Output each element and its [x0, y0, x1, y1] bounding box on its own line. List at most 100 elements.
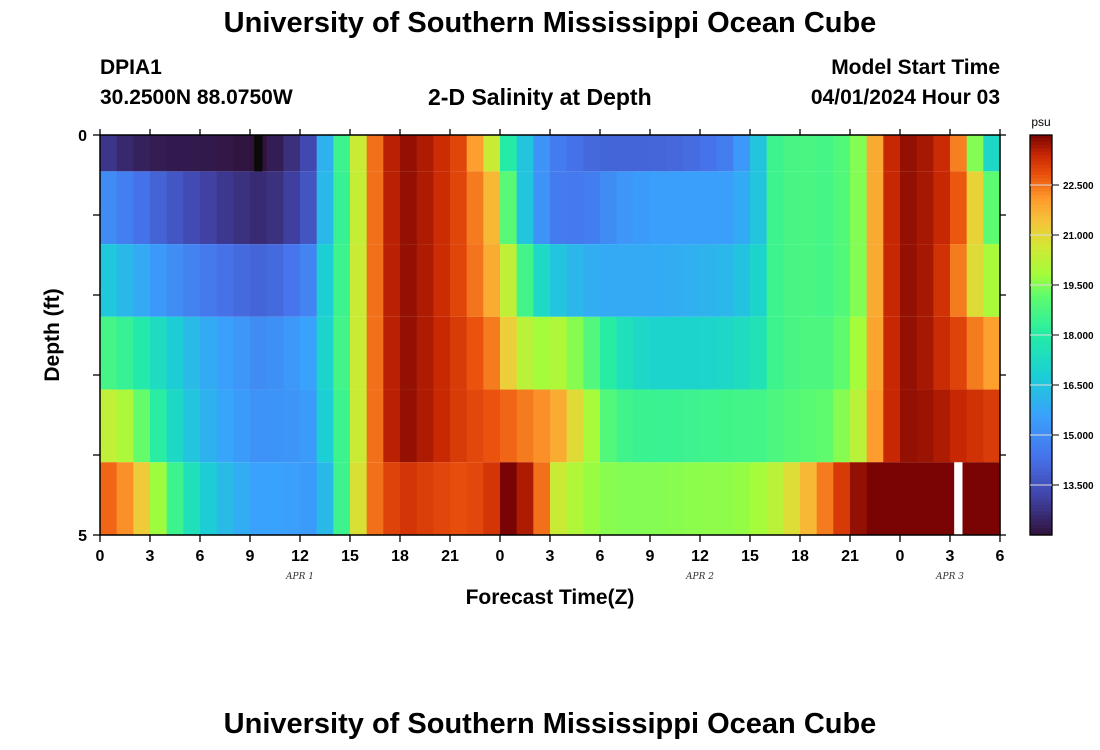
heatmap-cell: [300, 244, 318, 317]
heatmap-cell: [350, 462, 368, 535]
heatmap-cell: [750, 135, 768, 172]
heatmap-cell: [166, 389, 184, 463]
colorbar-segment: [1030, 205, 1052, 209]
heatmap-cell: [966, 244, 984, 317]
colorbar-segment: [1030, 201, 1052, 206]
heatmap-cell: [350, 171, 368, 245]
heatmap-cell: [933, 389, 951, 463]
heatmap-cell: [633, 244, 651, 317]
colorbar-segment: [1030, 175, 1052, 179]
colorbar-segment: [1030, 248, 1052, 253]
heatmap-cell: [583, 135, 601, 172]
heatmap-cell: [816, 462, 834, 535]
heatmap-cell: [383, 462, 401, 535]
heatmap-cell: [283, 462, 301, 535]
heatmap-cell: [366, 316, 384, 390]
heatmap-cell: [166, 171, 184, 245]
x-tick-label: 15: [741, 548, 759, 565]
colorbar-segment: [1030, 445, 1052, 449]
colorbar-segment: [1030, 481, 1052, 486]
heatmap-cell: [733, 316, 751, 390]
heatmap-cell: [150, 316, 168, 390]
heatmap-cell: [500, 171, 518, 245]
heatmap-cell: [950, 316, 968, 390]
colorbar-tick-label: 19.500: [1063, 281, 1094, 292]
heatmap-cell: [300, 316, 318, 390]
heatmap-cell: [266, 316, 284, 390]
colorbar-segment: [1030, 431, 1052, 436]
colorbar-segment: [1030, 241, 1052, 246]
heatmap-cell: [133, 316, 151, 390]
x-tick-label: 3: [946, 548, 955, 565]
colorbar-segment: [1030, 448, 1052, 453]
heatmap-cell: [900, 135, 918, 172]
heatmap-cell: [583, 171, 601, 245]
heatmap-cell: [933, 462, 951, 535]
colorbar-segment: [1030, 438, 1052, 443]
x-tick-label: 21: [441, 548, 459, 565]
x-tick-label: 9: [646, 548, 655, 565]
colorbar-segment: [1030, 395, 1052, 399]
colorbar-segment: [1030, 151, 1052, 156]
heatmap-cell: [300, 171, 318, 245]
heatmap-cell: [900, 244, 918, 317]
heatmap-cell: [883, 171, 901, 245]
heatmap-cell: [300, 135, 318, 172]
heatmap-cell: [500, 135, 518, 172]
y-tick-label: 0: [78, 128, 87, 145]
colorbar-segment: [1030, 345, 1052, 349]
heatmap-cell: [433, 135, 451, 172]
colorbar-segment: [1030, 475, 1052, 479]
heatmap-cell: [166, 462, 184, 535]
colorbar-segment: [1030, 418, 1052, 423]
heatmap-cell: [750, 389, 768, 463]
heatmap-cell: [933, 244, 951, 317]
heatmap-cell: [233, 135, 251, 172]
heatmap-cell: [350, 135, 368, 172]
heatmap-cell: [600, 462, 618, 535]
heatmap-cell: [733, 171, 751, 245]
heatmap-cell: [433, 244, 451, 317]
heatmap-cell: [716, 244, 734, 317]
colorbar-segment: [1030, 161, 1052, 166]
heatmap-cell: [716, 316, 734, 390]
heatmap-cell: [916, 462, 934, 535]
heatmap-cell: [700, 171, 718, 245]
heatmap-cell: [783, 135, 801, 172]
heatmap-cell: [116, 462, 134, 535]
heatmap-cell: [333, 316, 351, 390]
colorbar-segment: [1030, 185, 1052, 189]
heatmap-cell: [466, 135, 484, 172]
colorbar-segment: [1030, 495, 1052, 499]
heatmap-cell: [500, 244, 518, 317]
heatmap-cell: [716, 389, 734, 463]
heatmap-cell: [183, 389, 201, 463]
heatmap-cell: [100, 171, 118, 245]
colorbar-unit: psu: [1031, 115, 1050, 129]
heatmap-cell: [366, 244, 384, 317]
heatmap-cell: [866, 171, 884, 245]
colorbar-segment: [1030, 145, 1052, 149]
heatmap-cell: [666, 462, 684, 535]
heatmap-cell: [983, 462, 1001, 535]
heatmap-cell: [466, 244, 484, 317]
heatmap-cell: [600, 316, 618, 390]
heatmap-cell: [283, 171, 301, 245]
heatmap-cell: [450, 244, 468, 317]
heatmap-cell: [283, 389, 301, 463]
heatmap-cell: [716, 171, 734, 245]
colorbar-segment: [1030, 228, 1052, 233]
heatmap-cell: [983, 389, 1001, 463]
heatmap-cell: [333, 462, 351, 535]
colorbar-segment: [1030, 261, 1052, 266]
heatmap-cell: [583, 462, 601, 535]
x-tick-label: 3: [146, 548, 155, 565]
heatmap-cell: [533, 462, 551, 535]
colorbar-segment: [1030, 268, 1052, 273]
colorbar-tick-label: 21.000: [1063, 231, 1094, 242]
heatmap-cell: [983, 244, 1001, 317]
heatmap-cell: [783, 316, 801, 390]
heatmap-cell: [200, 135, 218, 172]
x-axis: 0 3 6 9 12 15 18 21 0 3 6 9 12 15 18 21 0 3 6 APR 1 APR 2 APR…: [96, 129, 1005, 582]
heatmap-cell: [350, 244, 368, 317]
